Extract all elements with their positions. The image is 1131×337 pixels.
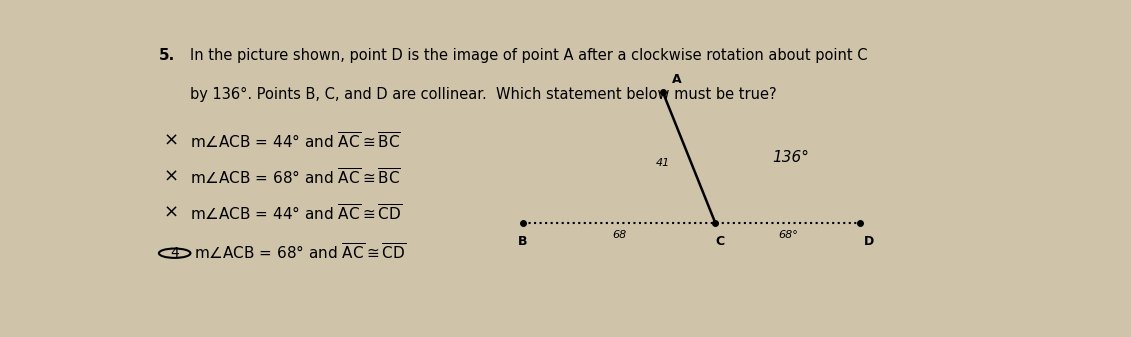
Text: m$\angle$ACB = 68° and $\overline{\rm AC} \cong \overline{\rm BC}$: m$\angle$ACB = 68° and $\overline{\rm AC… <box>190 167 400 188</box>
Text: 5.: 5. <box>158 48 175 63</box>
Text: D: D <box>864 235 874 248</box>
Text: C: C <box>715 235 725 248</box>
Text: ⨯: ⨯ <box>163 204 179 222</box>
Text: by 136°. Points B, C, and D are collinear.  Which statement below must be true?: by 136°. Points B, C, and D are collinea… <box>190 87 776 102</box>
Text: m$\angle$ACB = 68° and $\overline{\rm AC} \cong \overline{\rm CD}$: m$\angle$ACB = 68° and $\overline{\rm AC… <box>195 243 406 263</box>
Text: 136°: 136° <box>772 150 810 165</box>
Text: m$\angle$ACB = 44° and $\overline{\rm AC} \cong \overline{\rm CD}$: m$\angle$ACB = 44° and $\overline{\rm AC… <box>190 204 402 224</box>
Text: m$\angle$ACB = 44° and $\overline{\rm AC} \cong \overline{\rm BC}$: m$\angle$ACB = 44° and $\overline{\rm AC… <box>190 131 400 151</box>
Text: ⨯: ⨯ <box>163 167 179 186</box>
Text: 68: 68 <box>612 230 627 240</box>
Text: B: B <box>518 235 527 248</box>
Text: 4: 4 <box>171 246 179 260</box>
Text: 41: 41 <box>656 158 670 168</box>
Text: 68°: 68° <box>778 230 797 240</box>
Text: ⨯: ⨯ <box>163 131 179 149</box>
Text: In the picture shown, point D is the image of point A after a clockwise rotation: In the picture shown, point D is the ima… <box>190 48 867 63</box>
Text: A: A <box>672 73 681 86</box>
